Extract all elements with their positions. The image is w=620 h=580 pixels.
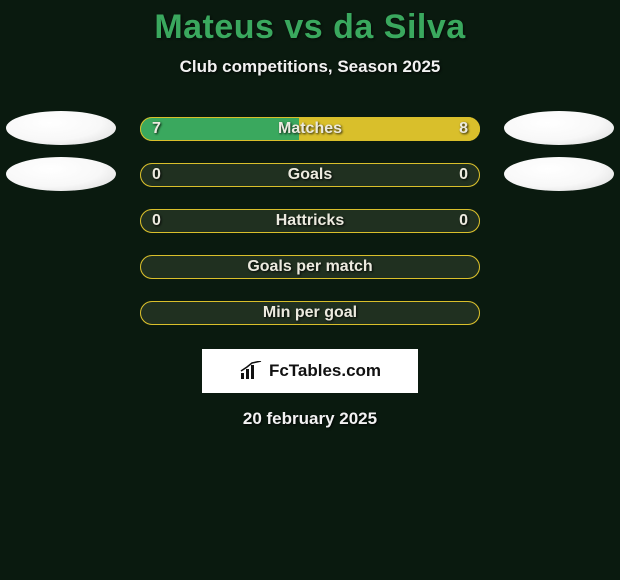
stat-label: Matches [140,117,480,141]
comparison-rows: 78Matches 00Goals 00Hattricks Goals per mat… [0,109,620,339]
date-text: 20 february 2025 [0,409,620,429]
stat-row: 00Hattricks [0,201,620,247]
player-marker-left [6,157,116,191]
chart-icon [239,361,263,381]
stat-label: Min per goal [140,301,480,325]
stat-bar: Goals per match [140,255,480,279]
stat-label: Goals [140,163,480,187]
stat-row: Min per goal [0,293,620,339]
stat-row: 00Goals [0,155,620,201]
player-marker-left [6,111,116,145]
page-title: Mateus vs da Silva [0,8,620,47]
brand-text: FcTables.com [269,361,381,381]
player-marker-right [504,157,614,191]
subtitle: Club competitions, Season 2025 [0,57,620,77]
stat-row: 78Matches [0,109,620,155]
player-marker-right [504,111,614,145]
stat-bar: Min per goal [140,301,480,325]
stat-bar: 00Goals [140,163,480,187]
comparison-card: Mateus vs da Silva Club competitions, Se… [0,0,620,580]
stat-label: Goals per match [140,255,480,279]
brand-badge: FcTables.com [202,349,418,393]
stat-label: Hattricks [140,209,480,233]
stat-bar: 00Hattricks [140,209,480,233]
stat-bar: 78Matches [140,117,480,141]
stat-row: Goals per match [0,247,620,293]
